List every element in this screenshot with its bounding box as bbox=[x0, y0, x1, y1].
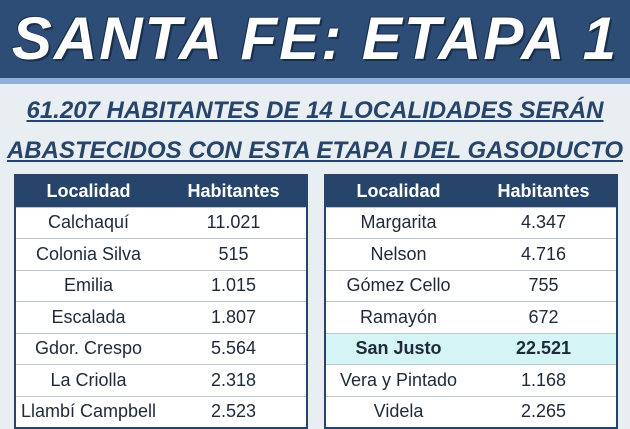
header-row: Localidad Habitantes bbox=[16, 176, 306, 207]
table-cell: Videla bbox=[373, 401, 424, 422]
header-row: Localidad Habitantes bbox=[326, 176, 616, 207]
table-cell: San Justo bbox=[355, 338, 442, 359]
table-cell: Ramayón bbox=[359, 306, 438, 327]
subtitle-line: 61.207 HABITANTES DE 14 LOCALIDADES SERÁ… bbox=[26, 97, 604, 124]
table-cell: 22.521 bbox=[515, 338, 572, 359]
table-cell: 672 bbox=[528, 306, 559, 327]
table-cell: 515 bbox=[218, 243, 249, 264]
table-cell: Vera y Pintado bbox=[339, 369, 458, 390]
table-cell: Llambí Campbell bbox=[20, 401, 157, 422]
table-row: Margarita 4.347 bbox=[326, 206, 616, 239]
table-row: Calchaquí 11.021 bbox=[16, 206, 306, 239]
column-header: Habitantes bbox=[497, 180, 590, 201]
table-row: Emilia 1.015 bbox=[16, 269, 306, 302]
table-row: San Justo 22.521 bbox=[326, 332, 616, 364]
column-header: Localidad bbox=[46, 180, 131, 201]
table-cell: Margarita bbox=[360, 212, 437, 233]
table-cell: Gómez Cello bbox=[346, 275, 451, 296]
table-cell: 11.021 bbox=[206, 212, 261, 233]
table-cell: La Criolla bbox=[50, 369, 127, 390]
table-row: Llambí Campbell 2.523 bbox=[16, 395, 306, 428]
table-cell: 1.168 bbox=[520, 369, 567, 390]
table-cell: 2.523 bbox=[210, 401, 257, 422]
table-row: Colonia Silva 515 bbox=[16, 238, 306, 270]
table-row: Escalada 1.807 bbox=[16, 301, 306, 333]
table-cell: 1.807 bbox=[210, 306, 257, 327]
table-cell: 2.318 bbox=[210, 369, 257, 390]
table-row: La Criolla 2.318 bbox=[16, 364, 306, 396]
table-cell: 1.015 bbox=[210, 275, 257, 296]
table-cell: Nelson bbox=[370, 243, 427, 264]
table-cell: Escalada bbox=[51, 306, 126, 327]
table-cell: Emilia bbox=[63, 275, 113, 296]
table-cell: Gdor. Crespo bbox=[34, 338, 143, 359]
subtitle-line: ABASTECIDOS CON ESTA ETAPA I DEL GASODUC… bbox=[6, 137, 624, 164]
title: SANTA FE: ETAPA 1 bbox=[11, 5, 619, 72]
table-cell: 755 bbox=[528, 275, 559, 296]
table-row: Videla 2.265 bbox=[326, 395, 616, 428]
column-header: Localidad bbox=[356, 180, 441, 201]
table-row: Vera y Pintado 1.168 bbox=[326, 364, 616, 396]
column-header: Habitantes bbox=[187, 180, 280, 201]
table-cell: Calchaquí bbox=[47, 212, 130, 233]
table-cell: 2.265 bbox=[520, 401, 567, 422]
table-cell: 5.564 bbox=[210, 338, 257, 359]
table-row: Ramayón 672 bbox=[326, 301, 616, 333]
table-row: Gdor. Crespo 5.564 bbox=[16, 332, 306, 365]
table-cell: 4.716 bbox=[520, 243, 567, 264]
table: Localidad Habitantes Margarita 4.347 Nelson 4… bbox=[324, 174, 618, 429]
table-cell: 4.347 bbox=[520, 212, 567, 233]
table: Localidad Habitantes Calchaquí 11.021 Coloni… bbox=[14, 174, 308, 429]
table-cell: Colonia Silva bbox=[35, 243, 142, 264]
table-row: Nelson 4.716 bbox=[326, 238, 616, 270]
banner bbox=[0, 0, 630, 84]
table-row: Gómez Cello 755 bbox=[326, 269, 616, 302]
